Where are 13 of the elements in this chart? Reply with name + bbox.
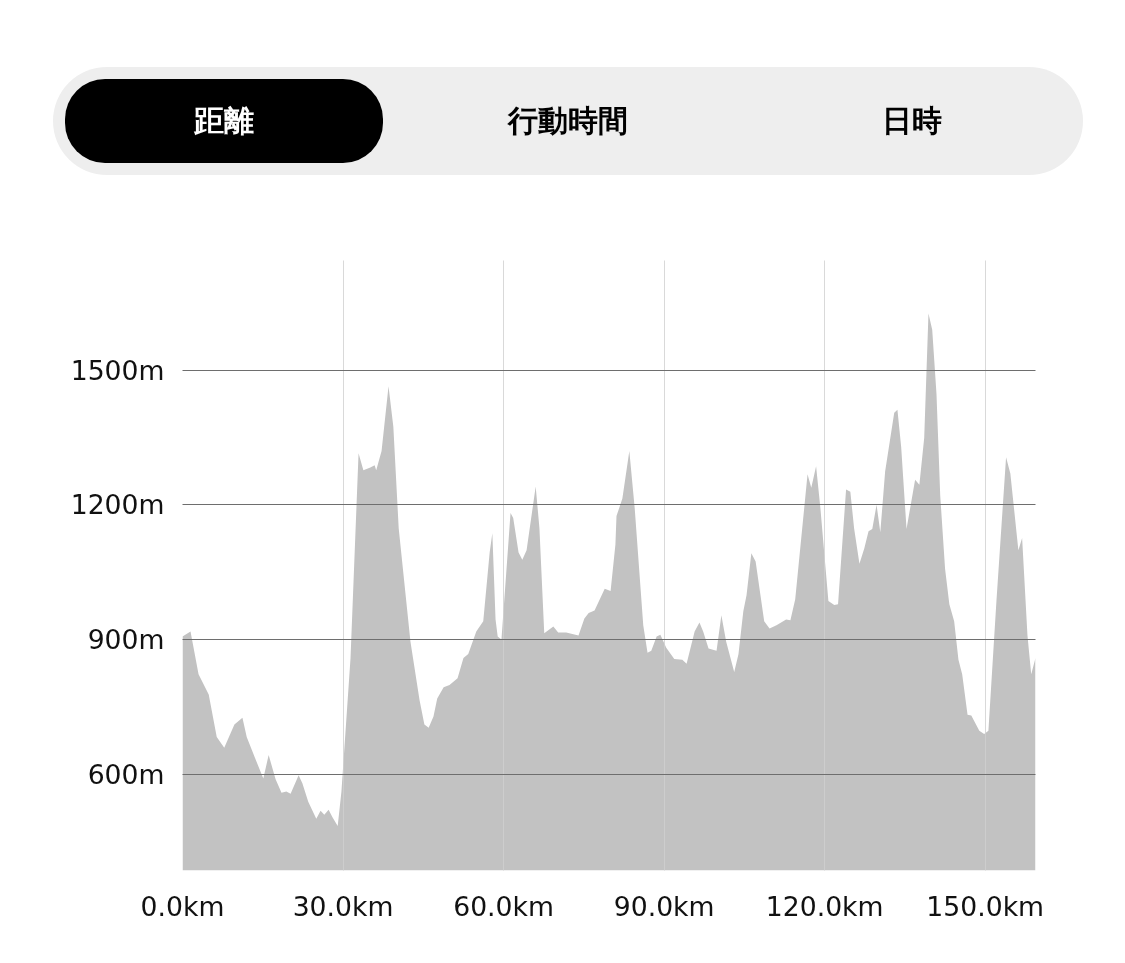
- x-tick-label: 30.0km: [292, 890, 394, 922]
- y-tick-label: 1500m: [70, 354, 165, 386]
- y-tick-label: 900m: [87, 624, 165, 656]
- text: 距離: [65, 79, 383, 163]
- y-tick-label: 1200m: [70, 489, 165, 521]
- x-tick-label: 150.0km: [926, 890, 1045, 922]
- y-tick-label: 600m: [87, 758, 165, 790]
- x-tick-label: 60.0km: [453, 890, 554, 922]
- text: 日時: [881, 101, 943, 140]
- text: 行動時間: [506, 101, 629, 140]
- x-tick-label: 90.0km: [613, 890, 715, 922]
- x-tick-label: 120.0km: [765, 890, 884, 922]
- x-tick-label: 0.0km: [140, 890, 225, 922]
